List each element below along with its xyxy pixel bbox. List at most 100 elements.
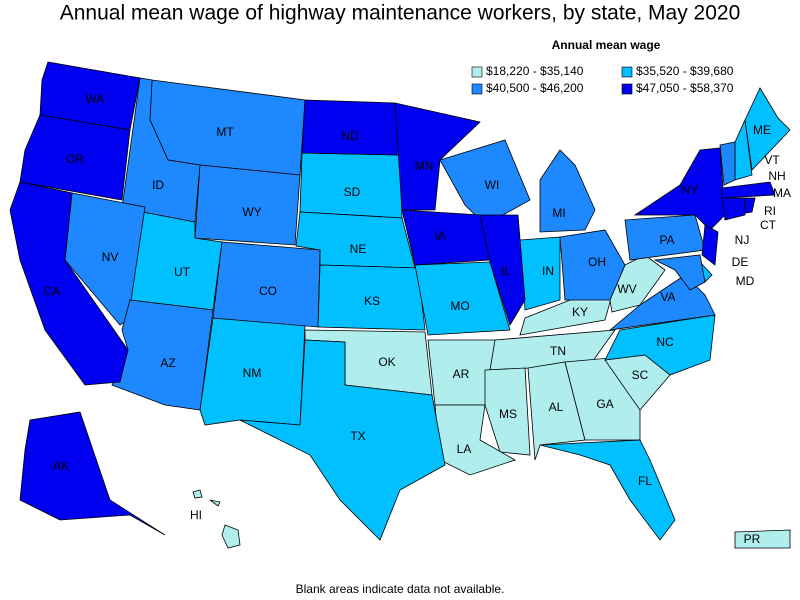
- legend-label: $47,050 - $58,370: [636, 81, 734, 95]
- state: NJ: [701, 224, 749, 266]
- state-label: AR: [453, 367, 470, 381]
- state-area: [633, 147, 726, 231]
- state-area: [519, 236, 561, 311]
- state-area: [401, 209, 491, 266]
- state-label: WI: [485, 178, 500, 192]
- state: PA: [624, 214, 706, 261]
- legend-label: $18,220 - $35,140: [486, 64, 584, 78]
- legend-swatch: [471, 66, 483, 78]
- state-area: [301, 99, 401, 156]
- state-label: HI: [190, 508, 202, 522]
- state: MI: [539, 149, 596, 233]
- state-area: [111, 299, 214, 411]
- state-area: [484, 367, 531, 456]
- state: PR: [734, 529, 791, 549]
- state-label: DE: [732, 255, 749, 269]
- state: WA: [39, 61, 141, 131]
- state-label: OR: [66, 152, 84, 166]
- state-area: [439, 139, 531, 226]
- state-label: PR: [744, 532, 761, 546]
- state-label: FL: [638, 474, 652, 488]
- state-area: [744, 87, 791, 171]
- state-area: [559, 229, 626, 301]
- state-label: AL: [549, 400, 564, 414]
- state-area: [19, 411, 166, 536]
- legend-label: $40,500 - $46,200: [486, 81, 584, 95]
- state-label: VT: [764, 153, 780, 167]
- state-area: [414, 261, 511, 336]
- state-area: [539, 149, 596, 233]
- legend-swatch: [621, 83, 633, 95]
- legend-label: $35,520 - $39,680: [636, 64, 734, 78]
- state: MA: [721, 181, 791, 200]
- state: MS: [484, 367, 531, 456]
- state-label: NE: [350, 242, 367, 256]
- state-label: LA: [457, 442, 472, 456]
- state-area: [479, 214, 526, 326]
- state: WI: [439, 139, 531, 226]
- state: NY: [633, 147, 726, 231]
- state: ME: [744, 87, 791, 171]
- state-label: PA: [659, 233, 674, 247]
- state-label: AZ: [160, 356, 175, 370]
- state-label: NV: [102, 250, 119, 264]
- state: AZ: [111, 299, 214, 411]
- legend-title: Annual mean wage: [552, 38, 661, 52]
- state: IL: [479, 214, 526, 326]
- state: AL: [527, 361, 586, 461]
- state-area: [192, 489, 241, 549]
- legend-swatch: [621, 66, 633, 78]
- footnote: Blank areas indicate data not available.: [296, 582, 505, 596]
- state: NE: [295, 211, 416, 269]
- state-label: IA: [434, 229, 445, 243]
- state-label: WV: [617, 282, 636, 296]
- states: OK AR TN KY WV MS AL GA SC LA HI PR SD NE KS UT NM TX MO IN…: [9, 61, 791, 549]
- state-label: TN: [550, 344, 566, 358]
- state-area: [719, 141, 736, 186]
- state-label: NH: [768, 169, 785, 183]
- state: HI: [190, 489, 241, 549]
- state-area: [19, 114, 131, 201]
- state-area: [527, 361, 586, 461]
- state-label: NM: [243, 366, 262, 380]
- state-label: OK: [378, 355, 395, 369]
- state-area: [701, 224, 719, 266]
- state-label: KS: [364, 294, 380, 308]
- legend-swatch: [471, 83, 483, 95]
- state: IA: [401, 209, 491, 266]
- state-area: [734, 529, 791, 549]
- state: AK: [19, 411, 166, 536]
- state-label: TX: [350, 429, 365, 443]
- state-area: [604, 314, 716, 376]
- state: MO: [414, 261, 511, 336]
- state: AR: [427, 339, 501, 406]
- state-label: ND: [341, 129, 359, 143]
- state-label: MN: [415, 159, 434, 173]
- state-label: OH: [588, 255, 606, 269]
- state-label: NC: [656, 335, 674, 349]
- state-label: IL: [501, 264, 511, 278]
- state: FL: [539, 439, 676, 541]
- state: TX: [239, 339, 446, 541]
- state-label: NY: [682, 183, 699, 197]
- state: DE: [699, 255, 749, 283]
- state-label: CA: [44, 284, 61, 298]
- state: MN: [394, 102, 481, 211]
- state: CO: [212, 241, 321, 328]
- state-label: SC: [632, 368, 649, 382]
- state-label: CT: [760, 218, 777, 232]
- state-label: WA: [86, 92, 105, 106]
- legend: $18,220 - $35,140 $35,520 - $39,680 $40,50…: [471, 64, 734, 95]
- state-label: ME: [753, 123, 771, 137]
- state-area: [394, 102, 481, 211]
- state-label: CO: [259, 284, 277, 298]
- state-label: SD: [344, 185, 361, 199]
- state-label: MA: [773, 186, 791, 200]
- state-label: MI: [552, 206, 565, 220]
- state-label: MO: [450, 299, 469, 313]
- state-label: KY: [572, 305, 588, 319]
- state-label: IN: [542, 264, 554, 278]
- state-area: [653, 254, 706, 291]
- state-label: AK: [53, 459, 69, 473]
